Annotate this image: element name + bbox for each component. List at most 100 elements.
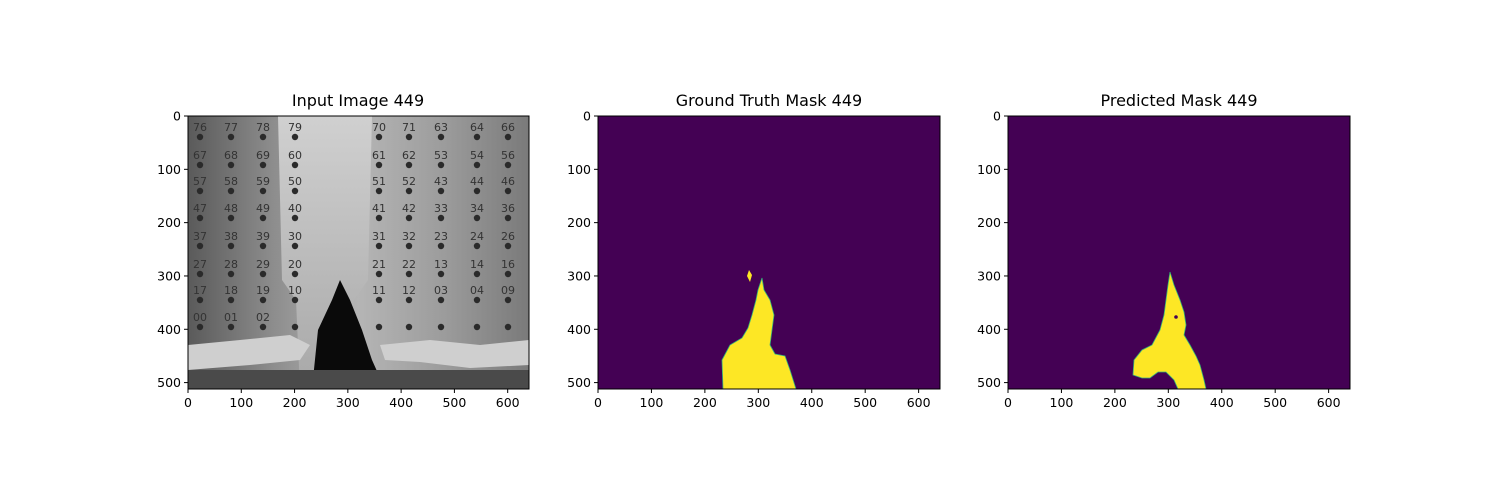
photo-hole: [375, 242, 383, 250]
y-tick-label: 500: [567, 375, 591, 390]
photo-hole: [405, 133, 413, 141]
photo-number-label: 37: [193, 230, 207, 243]
photo-hole: [196, 133, 204, 141]
photo-hole: [375, 296, 383, 304]
y-tick-label: 0: [993, 109, 1001, 124]
photo-hole: [375, 187, 383, 195]
photo-hole: [196, 242, 204, 250]
photo-hole: [291, 296, 299, 304]
photo-number-label: 40: [288, 202, 302, 215]
photo-hole: [504, 133, 512, 141]
y-tick-label: 0: [583, 109, 591, 124]
photo-hole: [259, 161, 267, 169]
photo-hole: [259, 187, 267, 195]
photo-number-label: 01: [224, 311, 238, 324]
photo-hole: [291, 133, 299, 141]
y-tick-label: 400: [977, 322, 1001, 337]
x-tick-label: 500: [1263, 395, 1287, 410]
x-tick-label: 400: [389, 395, 413, 410]
x-tick-label: 300: [746, 395, 770, 410]
y-tick-label: 200: [567, 215, 591, 230]
y-tick-label: 200: [977, 215, 1001, 230]
photo-number-label: 29: [256, 258, 270, 271]
photo-number-label: 64: [470, 121, 484, 134]
photo-number-label: 39: [256, 230, 270, 243]
photo-number-label: 70: [372, 121, 386, 134]
photo-number-label: 33: [434, 202, 448, 215]
predicted-mask-image: [1008, 116, 1350, 389]
photo-hole: [375, 161, 383, 169]
photo-hole: [504, 161, 512, 169]
photo-hole: [259, 214, 267, 222]
photo-hole: [196, 214, 204, 222]
photo-number-label: 57: [193, 175, 207, 188]
photo-hole: [405, 214, 413, 222]
photo-number-label: 69: [256, 149, 270, 162]
photo-number-label: 61: [372, 149, 386, 162]
photo-hole: [405, 187, 413, 195]
photo-hole: [227, 242, 235, 250]
photo-number-label: 02: [256, 311, 270, 324]
photo-hole: [504, 187, 512, 195]
y-tick-label: 100: [157, 162, 181, 177]
photo-number-label: 68: [224, 149, 238, 162]
panel-predicted-mask: Predicted Mask 449 0 100 200 300 400 500 600 0 1…: [977, 91, 1351, 411]
photo-hole: [437, 242, 445, 250]
photo-number-label: 77: [224, 121, 238, 134]
photo-hole: [504, 296, 512, 304]
x-tick-label: 100: [640, 395, 664, 410]
photo-number-label: 71: [402, 121, 416, 134]
photo-hole: [196, 323, 204, 331]
photo-hole: [259, 242, 267, 250]
axes-frame: [187, 115, 530, 390]
photo-hole: [473, 323, 481, 331]
photo-number-label: 00: [193, 311, 207, 324]
photo-number-label: 53: [434, 149, 448, 162]
photo-hole: [405, 242, 413, 250]
photo-number-label: 21: [372, 258, 386, 271]
x-tick-label: 600: [496, 395, 520, 410]
photo-number-label: 56: [501, 149, 515, 162]
input-photo: 76 77 78 79 70 71 63 64 66 67 68 69 60 61 62 53 54 56 57 58…: [188, 116, 529, 389]
photo-number-label: 19: [256, 284, 270, 297]
photo-number-label: 31: [372, 230, 386, 243]
photo-number-label: 43: [434, 175, 448, 188]
photo-hole: [504, 270, 512, 278]
photo-hole: [473, 187, 481, 195]
x-tick-label: 200: [1103, 395, 1127, 410]
photo-hole: [227, 270, 235, 278]
y-tick-label: 200: [157, 215, 181, 230]
photo-number-label: 34: [470, 202, 484, 215]
photo-number-label: 66: [501, 121, 515, 134]
x-tick-label: 400: [1210, 395, 1234, 410]
x-tick-label: 100: [1050, 395, 1074, 410]
y-tick-label: 100: [977, 162, 1001, 177]
photo-hole: [196, 270, 204, 278]
photo-number-label: 50: [288, 175, 302, 188]
photo-hole: [291, 214, 299, 222]
photo-hole: [473, 161, 481, 169]
photo-hole: [473, 214, 481, 222]
photo-number-label: 41: [372, 202, 386, 215]
y-tick-label: 500: [157, 375, 181, 390]
y-tick-label: 300: [977, 268, 1001, 283]
photo-hole: [259, 296, 267, 304]
photo-number-label: 51: [372, 175, 386, 188]
photo-hole: [437, 323, 445, 331]
photo-hole: [405, 323, 413, 331]
photo-number-label: 58: [224, 175, 238, 188]
photo-hole: [196, 296, 204, 304]
photo-hole: [227, 214, 235, 222]
photo-hole: [196, 187, 204, 195]
panel-title: Ground Truth Mask 449: [676, 91, 862, 110]
photo-number-label: 11: [372, 284, 386, 297]
photo-hole: [473, 270, 481, 278]
photo-hole: [375, 133, 383, 141]
photo-hole: [405, 161, 413, 169]
axes-frame: [1007, 115, 1351, 390]
photo-number-label: 78: [256, 121, 270, 134]
photo-hole: [437, 270, 445, 278]
